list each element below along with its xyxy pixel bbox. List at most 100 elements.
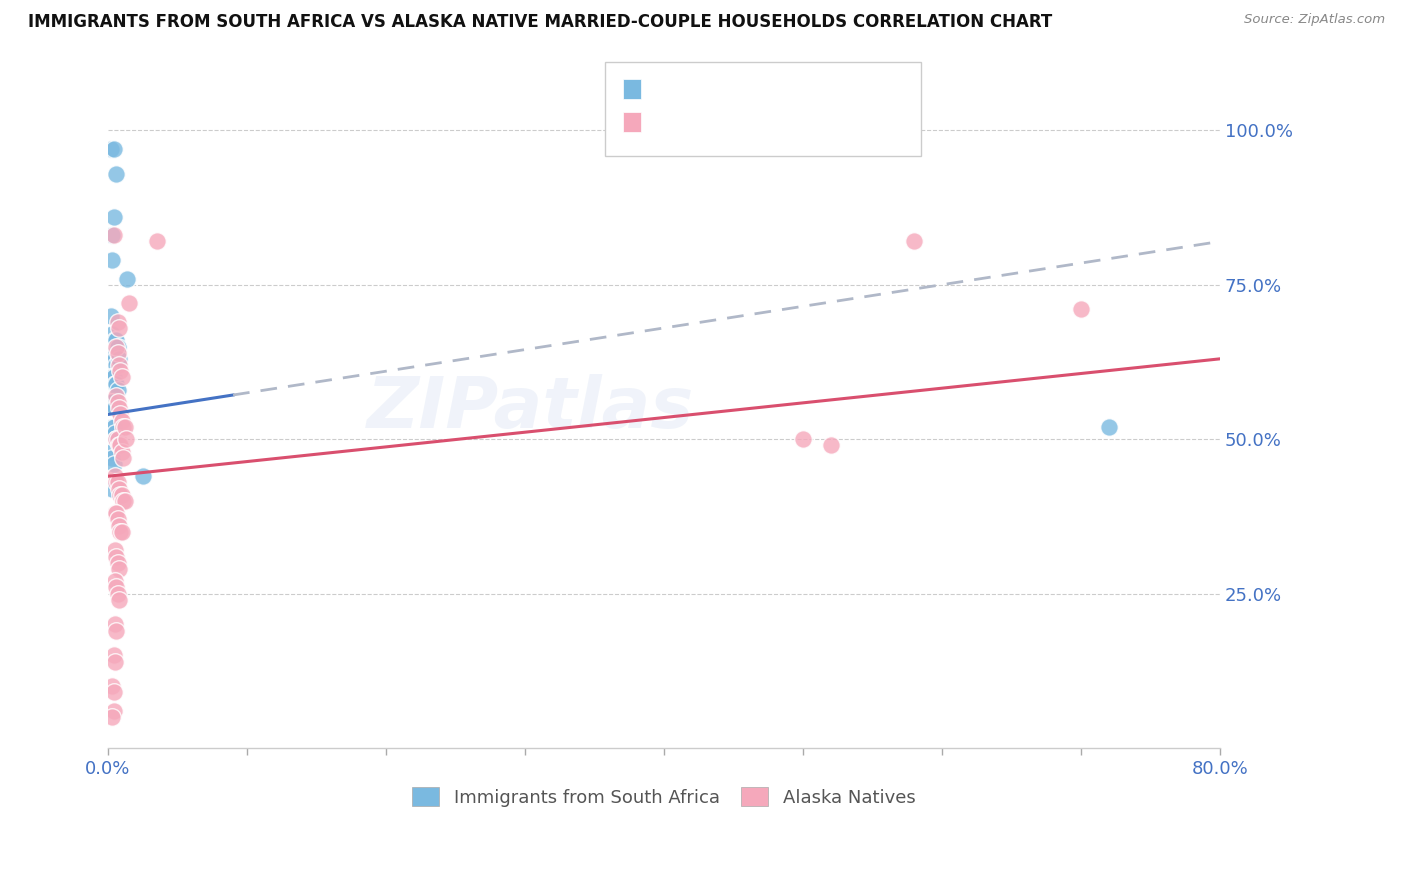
Point (107, 383, 129, 397)
Point (101, 710, 124, 724)
Point (104, 469, 127, 483)
Point (114, 419, 136, 434)
Point (103, 704, 125, 718)
Text: Source: ZipAtlas.com: Source: ZipAtlas.com (1244, 13, 1385, 27)
Point (103, 228, 125, 243)
Point (101, 228, 124, 243)
Point (100, 444, 122, 458)
Text: R = 0.238   N = 59: R = 0.238 N = 59 (648, 114, 818, 132)
Point (105, 339, 128, 353)
Point (110, 488, 132, 502)
Point (110, 364, 132, 378)
Point (108, 438, 131, 452)
Point (101, 395, 124, 409)
Point (115, 432, 138, 446)
Point (1070, 302, 1092, 317)
Point (103, 648, 125, 663)
Point (104, 401, 127, 416)
Point (107, 345, 129, 359)
Point (105, 549, 128, 564)
Point (101, 450, 124, 465)
Point (105, 432, 128, 446)
Point (104, 543, 127, 558)
Point (105, 358, 128, 372)
Point (103, 370, 125, 384)
Point (105, 376, 128, 391)
Point (118, 296, 141, 310)
Point (111, 414, 134, 428)
Point (108, 401, 131, 416)
Point (103, 345, 125, 359)
Point (107, 586, 129, 600)
Point (101, 482, 124, 496)
Point (105, 475, 128, 490)
Point (107, 556, 129, 570)
Point (105, 389, 128, 403)
Point (108, 351, 131, 366)
Point (111, 444, 134, 458)
Point (101, 253, 124, 268)
Point (104, 425, 127, 440)
Point (105, 581, 128, 595)
Point (108, 321, 131, 335)
Point (108, 592, 131, 607)
Point (105, 432, 128, 446)
Point (103, 457, 125, 471)
Point (100, 370, 122, 384)
Text: ZIPatlas: ZIPatlas (367, 374, 695, 442)
Point (103, 419, 125, 434)
Text: R = 0.206   N = 37: R = 0.206 N = 37 (648, 81, 818, 99)
Point (105, 624, 128, 638)
Point (103, 210, 125, 224)
Point (104, 334, 127, 348)
Point (105, 506, 128, 520)
Point (104, 574, 127, 589)
Point (107, 432, 129, 446)
Point (145, 235, 167, 249)
Point (103, 401, 125, 416)
Point (111, 524, 134, 539)
Point (108, 518, 131, 533)
Point (101, 370, 124, 384)
Point (111, 488, 134, 502)
Point (792, 432, 814, 446)
Point (105, 167, 128, 181)
Point (103, 142, 125, 156)
Point (100, 142, 122, 156)
Point (132, 469, 155, 483)
Point (107, 339, 129, 353)
Point (820, 438, 842, 452)
Point (110, 408, 132, 422)
Point (903, 235, 925, 249)
Point (108, 358, 131, 372)
Point (107, 475, 129, 490)
Legend: Immigrants from South Africa, Alaska Natives: Immigrants from South Africa, Alaska Nat… (405, 780, 922, 814)
Point (104, 506, 127, 520)
Point (104, 351, 127, 366)
Point (112, 494, 135, 508)
Point (117, 271, 139, 285)
Point (107, 315, 129, 329)
Point (104, 655, 127, 669)
Point (103, 685, 125, 699)
Point (112, 450, 135, 465)
Point (114, 494, 136, 508)
Point (107, 512, 129, 526)
Point (1097, 419, 1119, 434)
Point (110, 438, 132, 452)
Text: IMMIGRANTS FROM SOUTH AFRICA VS ALASKA NATIVE MARRIED-COUPLE HOUSEHOLDS CORRELAT: IMMIGRANTS FROM SOUTH AFRICA VS ALASKA N… (28, 13, 1052, 31)
Point (105, 334, 128, 348)
Point (104, 376, 127, 391)
Point (108, 562, 131, 576)
Point (100, 309, 122, 323)
Point (110, 524, 132, 539)
Point (107, 395, 129, 409)
Point (100, 395, 122, 409)
Point (111, 370, 134, 384)
Point (104, 617, 127, 632)
Point (112, 419, 135, 434)
Point (101, 327, 124, 342)
Point (108, 482, 131, 496)
Point (101, 679, 124, 693)
Point (101, 419, 124, 434)
